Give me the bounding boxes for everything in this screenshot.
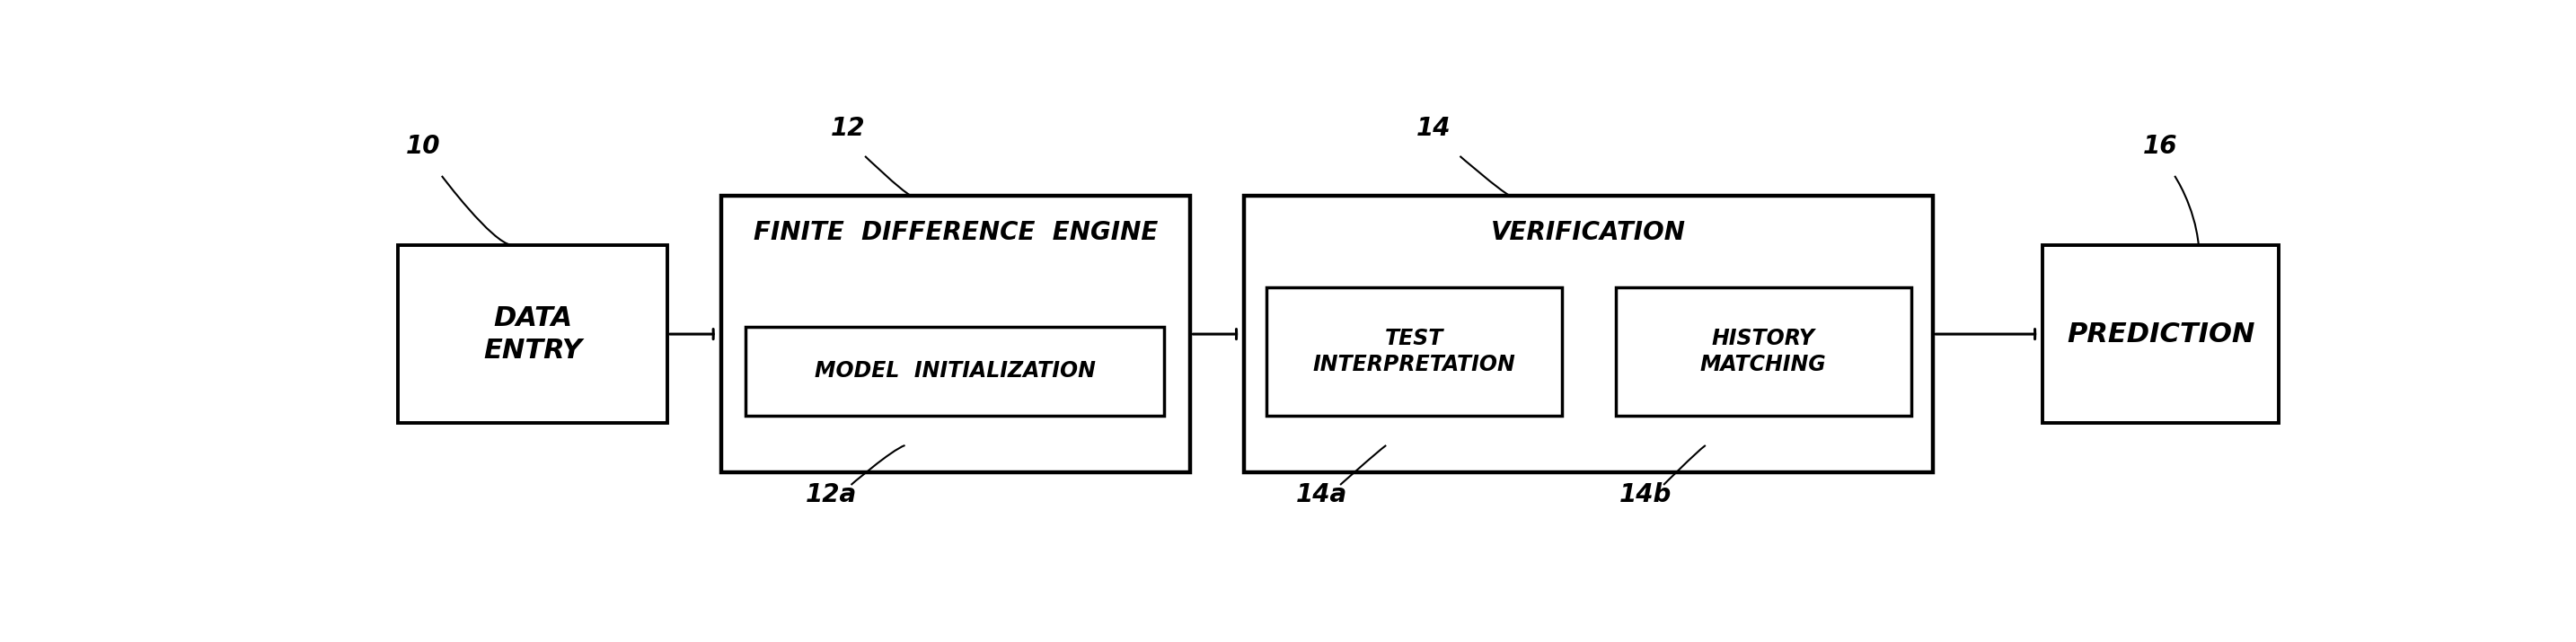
Text: HISTORY
MATCHING: HISTORY MATCHING [1700,327,1826,376]
Text: TEST
INTERPRETATION: TEST INTERPRETATION [1314,327,1515,376]
Bar [1615,287,1911,415]
Text: 10: 10 [407,134,440,159]
Text: 14: 14 [1417,116,1450,141]
Text: 16: 16 [2143,134,2177,159]
Bar [721,196,1190,473]
Text: DATA
ENTRY: DATA ENTRY [484,305,582,363]
Text: VERIFICATION: VERIFICATION [1492,220,1687,245]
Bar [744,327,1164,415]
Text: MODEL  INITIALIZATION: MODEL INITIALIZATION [814,360,1095,382]
Text: 14b: 14b [1620,482,1672,507]
Text: 14a: 14a [1296,482,1347,507]
Text: PREDICTION: PREDICTION [2066,321,2254,347]
Bar [2043,245,2280,423]
Text: FINITE  DIFFERENCE  ENGINE: FINITE DIFFERENCE ENGINE [755,220,1159,245]
Bar [1267,287,1561,415]
Text: 12a: 12a [806,482,858,507]
Bar [397,245,667,423]
Text: 12: 12 [832,116,866,141]
Bar [1244,196,1932,473]
